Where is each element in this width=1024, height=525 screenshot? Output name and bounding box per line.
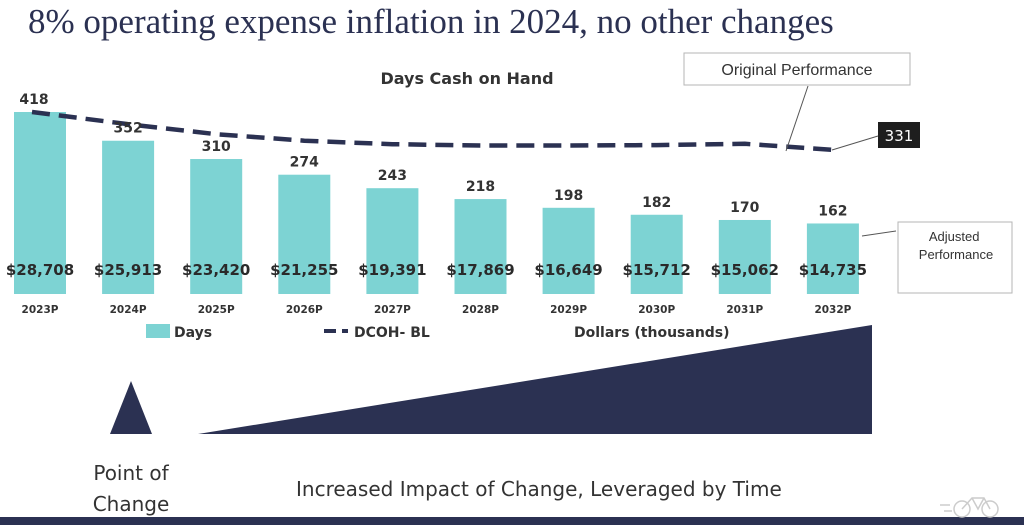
bar-2024P xyxy=(102,140,155,294)
end-value-badge xyxy=(878,122,920,148)
bar-value-label: 170 xyxy=(730,200,759,216)
point-of-change-triangle xyxy=(110,381,152,434)
bar-value-label: 198 xyxy=(554,188,583,204)
bar-2027P xyxy=(366,188,419,294)
x-tick-label: 2029P xyxy=(550,304,587,316)
x-tick-label: 2026P xyxy=(286,304,323,316)
slide-title: 8% operating expense inflation in 2024, … xyxy=(28,2,834,41)
bars-layer xyxy=(14,112,859,294)
bar-2026P xyxy=(278,174,331,294)
chart-title: Days Cash on Hand xyxy=(380,69,553,88)
adjusted-performance-label: Adjusted Performance xyxy=(919,229,993,262)
bar-dollar-label: $15,062 xyxy=(711,261,779,279)
bar-dollar-label: $28,708 xyxy=(6,261,74,279)
end-value-label: 331 xyxy=(885,127,914,145)
bar-value-label: 162 xyxy=(818,203,847,219)
bar-value-label: 218 xyxy=(466,179,495,195)
bar-dollar-label: $17,869 xyxy=(446,261,514,279)
x-tick-label: 2023P xyxy=(22,304,59,316)
increasing-impact-wedge xyxy=(198,325,872,434)
original-performance-leader xyxy=(785,85,809,152)
bar-2030P xyxy=(630,214,683,294)
bar-dollar-label: $19,391 xyxy=(358,261,426,279)
bar-value-label: 182 xyxy=(642,195,671,211)
bar-value-label: 310 xyxy=(202,139,231,155)
adjusted-performance-line-2: Performance xyxy=(919,247,993,262)
bar-value-label: 243 xyxy=(378,168,407,184)
x-tick-label: 2024P xyxy=(110,304,147,316)
dcoh-baseline-line xyxy=(31,109,834,153)
adjusted-performance-leader xyxy=(861,230,897,237)
bar-2032P xyxy=(806,223,859,294)
bottom-rule xyxy=(0,517,1024,525)
legend-days-swatch xyxy=(146,324,170,338)
bar-2025P xyxy=(190,159,243,294)
x-tick-label: 2025P xyxy=(198,304,235,316)
bar-dollar-label: $14,735 xyxy=(799,261,867,279)
bar-2031P xyxy=(718,219,771,294)
x-tick-label: 2028P xyxy=(462,304,499,316)
labels-layer: 418 $28,708 2023P 352 $25,913 2024P 310 $23,420… xyxy=(6,92,867,316)
point-of-change-label: Point of Change xyxy=(92,461,170,516)
bar-value-label: 274 xyxy=(290,155,319,171)
bar-value-label: 352 xyxy=(113,121,142,137)
original-performance-label: Original Performance xyxy=(721,62,872,79)
bar-2029P xyxy=(542,207,595,294)
bar-2028P xyxy=(454,199,507,294)
bar-dollar-label: $16,649 xyxy=(534,261,602,279)
x-tick-label: 2030P xyxy=(638,304,675,316)
end-value-leader xyxy=(831,135,879,151)
bar-dollar-label: $23,420 xyxy=(182,261,250,279)
x-tick-label: 2032P xyxy=(814,304,851,316)
bar-dollar-label: $21,255 xyxy=(270,261,338,279)
bicycle-icon xyxy=(940,497,999,518)
original-performance-box xyxy=(683,52,911,86)
bar-2023P xyxy=(14,112,66,294)
x-tick-label: 2031P xyxy=(726,304,763,316)
bar-dollar-label: $25,913 xyxy=(94,261,162,279)
legend-dollars-label: Dollars (thousands) xyxy=(574,325,730,341)
bar-dollar-label: $15,712 xyxy=(623,261,691,279)
dcoh-line-layer xyxy=(31,109,834,153)
legend-dcoh-label: DCOH- BL xyxy=(354,325,430,341)
bar-value-label: 418 xyxy=(19,92,48,108)
impact-label: Increased Impact of Change, Leveraged by… xyxy=(296,477,782,501)
adjusted-performance-line-1: Adjusted xyxy=(929,229,980,244)
adjusted-performance-box xyxy=(897,221,1013,294)
x-tick-label: 2027P xyxy=(374,304,411,316)
legend-days-label: Days xyxy=(174,325,212,341)
